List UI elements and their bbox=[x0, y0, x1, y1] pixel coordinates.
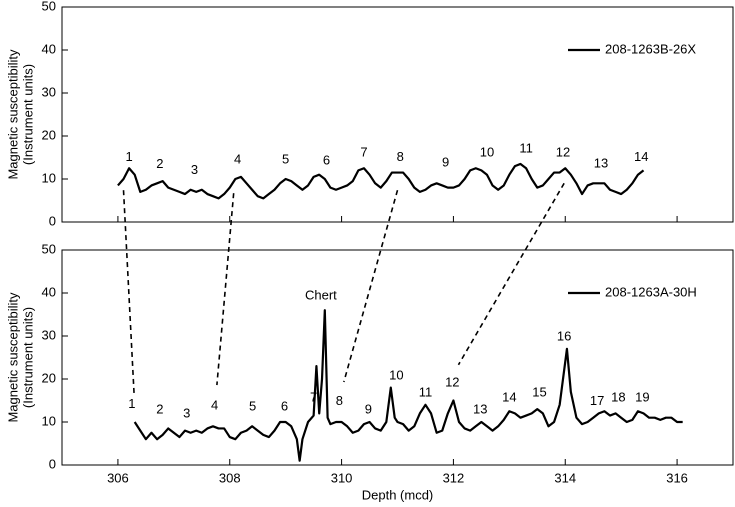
annotation: 7 bbox=[310, 389, 317, 404]
annotation: 9 bbox=[442, 155, 449, 170]
data-line bbox=[133, 309, 683, 462]
x-tick-label: 306 bbox=[107, 470, 129, 485]
annotation: 7 bbox=[360, 145, 367, 160]
annotation: 13 bbox=[594, 155, 608, 170]
y-tick-label: 10 bbox=[42, 170, 56, 185]
x-tick-label: 310 bbox=[331, 470, 353, 485]
y-tick-label: 30 bbox=[42, 327, 56, 342]
annotation: 18 bbox=[611, 389, 625, 404]
annotation: 4 bbox=[234, 152, 241, 167]
annotation: 17 bbox=[590, 393, 604, 408]
y-tick-label: 50 bbox=[42, 241, 56, 256]
x-tick-label: 312 bbox=[443, 470, 465, 485]
annotation: 1 bbox=[125, 149, 132, 164]
annotation: 3 bbox=[183, 405, 190, 420]
data-line bbox=[117, 162, 645, 200]
y-tick-label: 0 bbox=[49, 213, 56, 228]
annotation: 13 bbox=[473, 401, 487, 416]
legend-label: 208-1263B-26X bbox=[605, 41, 696, 56]
plot-frame bbox=[61, 6, 734, 223]
tie-line bbox=[457, 182, 565, 366]
annotation: 12 bbox=[556, 145, 570, 160]
y-axis-label: Magnetic susceptibility bbox=[5, 49, 20, 180]
y-tick-label: 50 bbox=[42, 0, 56, 13]
annotation: 14 bbox=[502, 389, 516, 404]
annotation: 5 bbox=[282, 152, 289, 167]
annotation: 16 bbox=[557, 328, 571, 343]
annotation: 9 bbox=[365, 401, 372, 416]
y-axis-label: Magnetic susceptibility bbox=[5, 292, 20, 423]
annotation: 8 bbox=[397, 149, 404, 164]
y-axis-label: (Instrument units) bbox=[20, 307, 35, 408]
y-tick-label: 20 bbox=[42, 370, 56, 385]
y-axis-label: (Instrument units) bbox=[20, 64, 35, 165]
x-tick-label: 316 bbox=[666, 470, 688, 485]
annotation: 12 bbox=[445, 375, 459, 390]
annotation: 10 bbox=[480, 145, 494, 160]
annotation: 15 bbox=[532, 385, 546, 400]
annotation: 19 bbox=[635, 389, 649, 404]
annotation: 8 bbox=[336, 393, 343, 408]
tie-line bbox=[343, 189, 399, 383]
y-tick-label: 30 bbox=[42, 84, 56, 99]
annotation: Chert bbox=[305, 287, 337, 302]
annotation: 6 bbox=[281, 398, 288, 413]
annotation: 1 bbox=[128, 396, 135, 411]
x-axis-label: Depth (mcd) bbox=[362, 487, 434, 502]
y-tick-label: 20 bbox=[42, 127, 56, 142]
annotation: 2 bbox=[156, 401, 163, 416]
tie-line bbox=[122, 190, 135, 395]
annotation: 5 bbox=[249, 398, 256, 413]
y-tick-label: 40 bbox=[42, 284, 56, 299]
annotation: 2 bbox=[156, 156, 163, 171]
plot-frame bbox=[61, 249, 734, 466]
x-tick-label: 314 bbox=[554, 470, 576, 485]
x-tick-label: 308 bbox=[219, 470, 241, 485]
annotation: 6 bbox=[323, 152, 330, 167]
annotation: 14 bbox=[634, 149, 648, 164]
annotation: 3 bbox=[191, 162, 198, 177]
annotation: 4 bbox=[211, 398, 218, 413]
annotation: 11 bbox=[419, 385, 433, 400]
annotation: 11 bbox=[519, 140, 533, 155]
y-tick-label: 10 bbox=[42, 413, 56, 428]
y-tick-label: 40 bbox=[42, 41, 56, 56]
annotation: 10 bbox=[389, 367, 403, 382]
legend-label: 208-1263A-30H bbox=[605, 284, 697, 299]
y-tick-label: 0 bbox=[49, 456, 56, 471]
